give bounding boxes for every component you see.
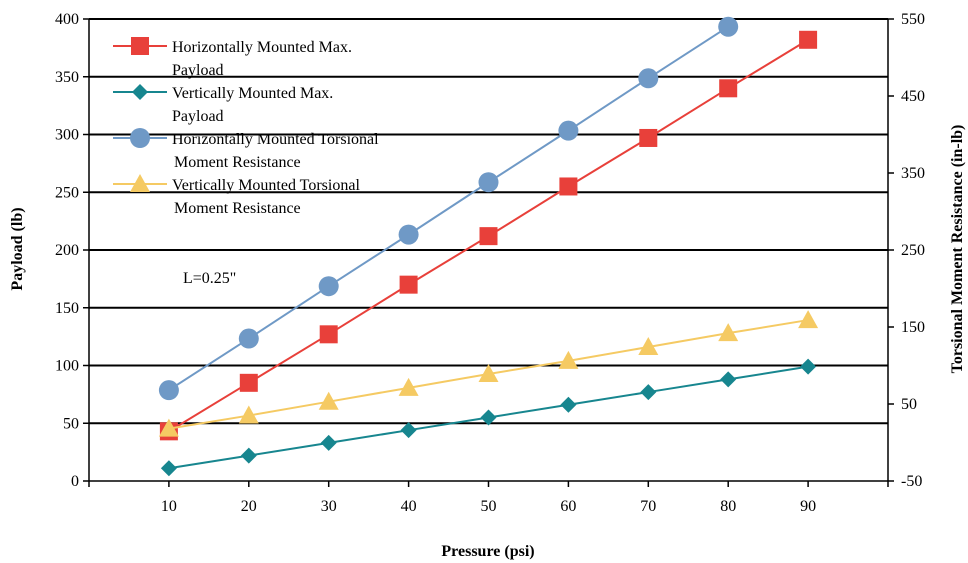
series-line [168,25,729,391]
legend-label: Horizontally Mounted Max. Payload [172,39,352,79]
data-point [318,391,339,410]
data-point [240,447,257,464]
y2-tick-label: 550 [901,11,925,28]
x-tick-label: 90 [800,498,816,515]
y2-tick-label: 450 [901,88,925,105]
series-3 [158,16,739,401]
legend-item-4: Vertically Mounted Torsional Moment Resis… [113,174,360,217]
x-axis-title: Pressure (psi) [441,543,534,560]
data-point [480,409,497,426]
y-tick-label: 200 [55,242,79,259]
y2-axis-title: Torsional Moment Resistance (in-lb) [949,125,966,374]
y-tick-label: 50 [63,415,79,432]
x-tick-label: 10 [161,498,177,515]
legend-label: Horizontally Mounted Torsional Moment Res… [172,131,379,171]
data-point [559,177,578,196]
y-tick-label: 300 [55,127,79,144]
data-point [799,30,818,49]
legend-marker [130,174,150,192]
data-point [800,358,817,375]
x-tick-label: 80 [720,498,736,515]
data-point [798,310,819,329]
data-point [160,460,177,477]
data-point [640,384,657,401]
legend-item-3: Horizontally Mounted Torsional Moment Res… [113,128,379,171]
data-point [398,224,419,245]
legend-marker [130,128,150,148]
legend-marker [132,84,148,100]
data-point [319,325,338,344]
data-point [560,396,577,413]
x-tick-label: 60 [560,498,576,515]
data-point [478,363,499,382]
data-point [720,371,737,388]
x-tick-label: 20 [241,498,257,515]
data-point [718,323,739,342]
data-point [320,434,337,451]
data-point [399,275,418,294]
data-point [239,373,258,392]
series-1 [159,30,818,441]
y2-tick-label: 150 [901,319,925,336]
x-tick-label: 30 [321,498,337,515]
legend-item-2: Vertically Mounted Max. Payload [113,84,333,125]
data-point [478,172,499,193]
x-tick-label: 50 [481,498,497,515]
x-tick-label: 70 [640,498,656,515]
y-axis-title: Payload (lb) [9,207,26,290]
y-tick-label: 0 [71,473,79,490]
y-tick-label: 150 [55,300,79,317]
axes [83,18,894,487]
tick-labels: 0 50 100 150 200 250 300 350 400 -50 50 150 250 350 45… [55,11,925,515]
y-tick-label: 100 [55,358,79,375]
data-point [638,337,659,356]
data-point [158,418,179,437]
data-point [238,405,259,424]
data-point [718,16,739,37]
x-tick-label: 40 [401,498,417,515]
data-point [558,350,579,369]
data-point [398,377,419,396]
grid-lines [89,18,888,425]
series-2 [160,358,817,477]
y2-tick-label: 50 [901,396,917,413]
legend-item-1: Horizontally Mounted Max. Payload [113,37,352,79]
data-point [158,380,179,401]
data-point [318,276,339,297]
legend-label: Vertically Mounted Max. Payload [172,85,333,125]
data-point [719,79,738,98]
data-point [638,68,659,89]
y-tick-label: 250 [55,184,79,201]
legend-label: Vertically Mounted Torsional Moment Resis… [172,177,360,217]
y-tick-label: 400 [55,11,79,28]
legend: Horizontally Mounted Max. Payload Vertical… [113,37,379,217]
data-point [639,128,658,147]
y-tick-label: 350 [55,69,79,86]
data-point [558,120,579,141]
data-point [238,328,259,349]
y2-tick-label: -50 [901,473,922,490]
y2-tick-label: 250 [901,242,925,259]
data-point [400,422,417,439]
y2-tick-label: 350 [901,165,925,182]
legend-marker [131,37,149,55]
annotation-label: L=0.25" [183,270,236,287]
series-4 [158,310,819,437]
series-group [158,16,819,477]
data-point [479,227,498,246]
